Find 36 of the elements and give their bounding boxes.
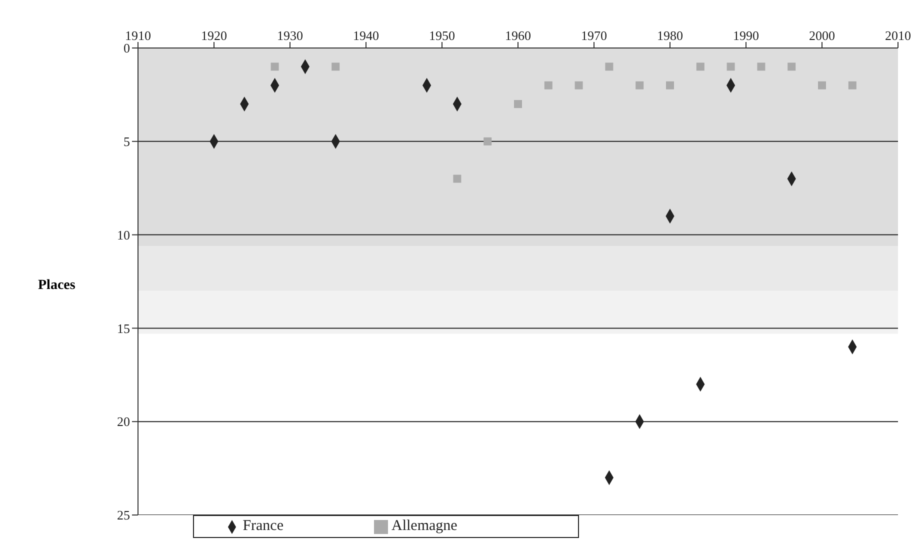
y-tick-label: 0 [124,40,130,56]
x-tick-label: 1990 [733,28,759,43]
x-tick-label: 1950 [429,28,455,43]
point [666,81,674,90]
point [605,62,614,71]
point [848,81,856,90]
x-tick-label: 1980 [657,28,683,43]
y-tick-label: 10 [117,227,130,242]
y-tick-label: 15 [117,320,130,336]
y-axis-title: Places [38,278,76,294]
x-tick-label: 2010 [885,28,911,43]
y-tick-label: 25 [117,508,130,523]
x-tick-label: 2000 [809,28,835,43]
point [270,62,279,71]
point [453,174,462,183]
x-tick-label: 1970 [581,28,607,43]
legend-label: France [242,518,284,534]
x-tick-label: 1940 [353,28,379,43]
point [484,137,492,146]
point [757,62,766,71]
y-tick-label: 20 [117,414,130,430]
point [726,62,735,71]
point [788,62,796,71]
point [574,81,583,90]
x-tick-label: 1920 [201,28,227,43]
point [332,62,340,71]
point [544,81,552,90]
y-tick-label: 5 [124,134,130,150]
x-tick-label: 1910 [125,28,151,43]
x-tick-label: 1930 [277,28,303,43]
legend-label: Allemagne [392,518,458,534]
point [636,81,644,90]
point [514,100,522,108]
point [696,62,704,71]
point [818,81,826,90]
x-tick-label: 1960 [505,28,531,43]
